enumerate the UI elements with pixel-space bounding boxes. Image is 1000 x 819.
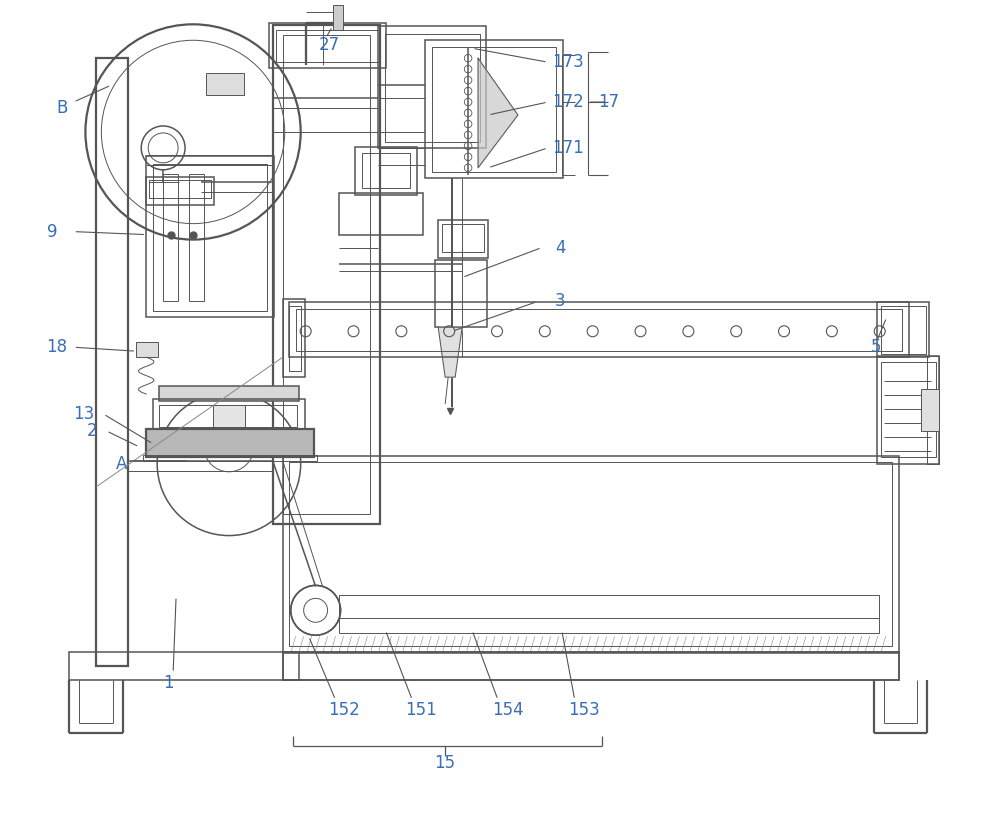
Text: B: B — [57, 99, 68, 117]
Text: 5: 5 — [871, 338, 881, 356]
Text: 154: 154 — [492, 701, 524, 719]
Bar — [283, 35, 370, 514]
Bar — [153, 399, 305, 431]
Bar — [432, 48, 556, 172]
Text: 4: 4 — [555, 238, 565, 256]
Bar — [881, 306, 926, 354]
Text: 173: 173 — [552, 53, 584, 71]
Bar — [153, 164, 267, 311]
Bar — [159, 405, 297, 427]
Text: 1: 1 — [163, 674, 174, 692]
Bar — [378, 26, 486, 148]
Bar — [425, 40, 563, 178]
Bar — [877, 356, 939, 464]
Text: 151: 151 — [405, 701, 437, 719]
Text: 17: 17 — [598, 93, 619, 111]
Polygon shape — [478, 58, 518, 168]
Bar — [339, 192, 423, 234]
Bar — [159, 386, 299, 401]
Bar — [362, 153, 410, 188]
Bar — [283, 652, 899, 680]
Bar — [296, 310, 902, 351]
Text: 18: 18 — [47, 338, 68, 356]
Text: 15: 15 — [435, 753, 456, 771]
Bar — [435, 260, 487, 328]
Text: 13: 13 — [73, 405, 95, 423]
Bar — [143, 455, 317, 461]
Bar — [385, 34, 480, 142]
Bar — [442, 224, 484, 251]
Bar — [136, 342, 158, 357]
Bar — [283, 456, 899, 654]
Bar — [273, 25, 380, 523]
Text: A: A — [116, 455, 128, 473]
Text: 3: 3 — [555, 292, 565, 310]
Bar — [276, 30, 379, 62]
Bar — [69, 652, 299, 680]
Bar — [269, 23, 386, 68]
Text: 153: 153 — [568, 701, 600, 719]
Bar — [289, 302, 909, 357]
Bar — [206, 73, 244, 95]
Bar — [289, 306, 301, 371]
Bar — [213, 405, 245, 447]
Bar — [438, 219, 488, 257]
Bar — [339, 595, 879, 633]
Bar — [149, 180, 211, 197]
Bar — [163, 174, 178, 301]
Text: 171: 171 — [552, 139, 584, 157]
Text: 9: 9 — [47, 223, 57, 241]
Bar — [927, 356, 939, 464]
Bar — [146, 429, 314, 457]
Bar — [289, 462, 892, 646]
Bar — [333, 6, 343, 30]
Text: 172: 172 — [552, 93, 584, 111]
Bar — [189, 174, 204, 301]
Polygon shape — [438, 328, 462, 377]
Text: 27: 27 — [319, 36, 340, 54]
Bar — [877, 302, 929, 357]
Bar — [96, 58, 128, 666]
Bar — [921, 389, 939, 431]
Bar — [355, 147, 417, 195]
Bar — [283, 300, 305, 377]
Bar — [146, 156, 274, 317]
Text: 2: 2 — [86, 422, 97, 440]
Bar — [146, 177, 214, 205]
Text: 152: 152 — [329, 701, 360, 719]
Bar — [283, 652, 899, 680]
Bar — [881, 362, 936, 457]
